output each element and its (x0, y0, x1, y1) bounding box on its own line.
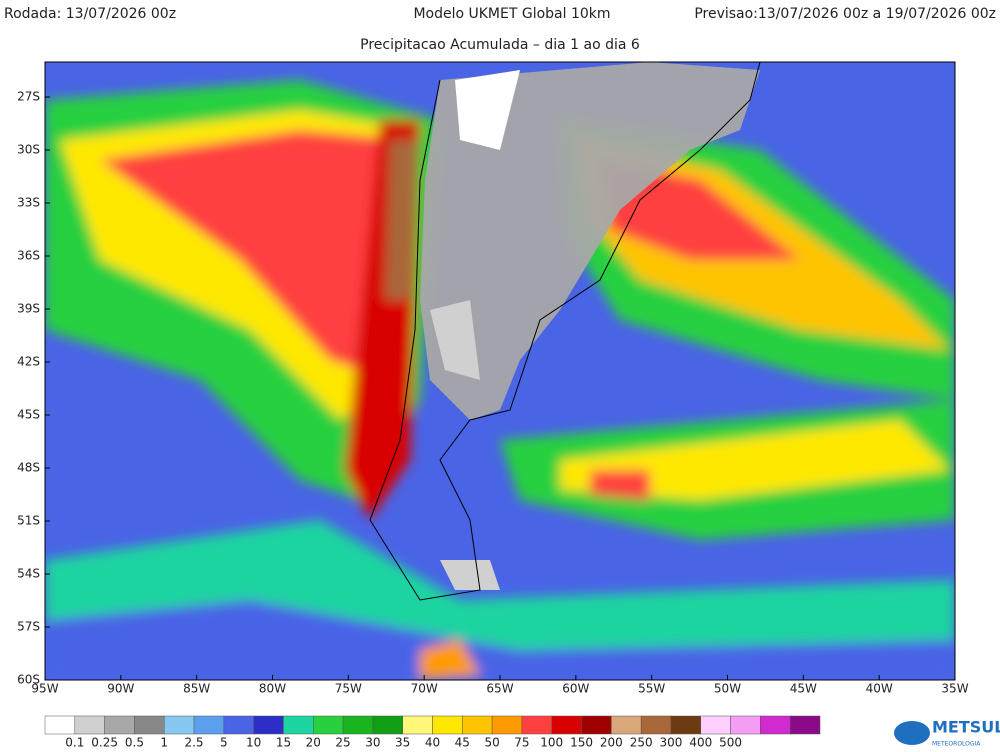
lon-label: 60W (562, 682, 589, 696)
run-label: Rodada: 13/07/2026 00z (4, 6, 176, 22)
colorbar-label: 75 (514, 736, 529, 750)
lat-label: 33S (17, 196, 40, 210)
colorbar-swatch (640, 715, 672, 735)
colorbar-label: 500 (719, 736, 742, 750)
colorbar-label: 150 (570, 736, 593, 750)
lon-label: 55W (638, 682, 665, 696)
forecast-label: Previsao:13/07/2026 00z a 19/07/2026 00z (694, 6, 996, 22)
precip-field (45, 62, 955, 680)
logo-globe (894, 721, 930, 745)
lon-label: 50W (714, 682, 741, 696)
lat-label: 48S (17, 461, 40, 475)
colorbar-swatch (313, 715, 344, 735)
colorbar-swatch (670, 715, 702, 735)
colorbar-label: 25 (335, 736, 350, 750)
colorbar-swatch (730, 715, 761, 735)
lon-label: 85W (183, 682, 210, 696)
colorbar-swatch (462, 715, 493, 735)
colorbar-label: 10 (246, 736, 261, 750)
colorbar-swatch (283, 715, 314, 735)
colorbar-label: 5 (220, 736, 228, 750)
colorbar-label: 250 (630, 736, 653, 750)
colorbar-swatch (342, 715, 374, 735)
colorbar-label: 0.5 (125, 736, 144, 750)
logo-tagline: METEOROLOGIA (932, 741, 981, 748)
colorbar-swatch (700, 715, 731, 735)
lon-label: 65W (486, 682, 513, 696)
colorbar-swatch (760, 715, 791, 735)
lat-label: 30S (17, 143, 40, 157)
colorbar-swatch (134, 715, 165, 735)
lat-label: 45S (17, 408, 40, 422)
model-label: Modelo UKMET Global 10km (413, 6, 610, 22)
colorbar-label: 300 (660, 736, 683, 750)
colorbar-swatch (611, 715, 642, 735)
lon-label: 80W (259, 682, 286, 696)
colorbar-label: 200 (600, 736, 623, 750)
colorbar-label: 40 (425, 736, 440, 750)
lat-label: 42S (17, 355, 40, 369)
colorbar-swatch (521, 715, 552, 735)
colorbar-label: 30 (365, 736, 380, 750)
colorbar-label: 2.5 (184, 736, 203, 750)
logo-name: METSUL (932, 718, 1000, 737)
colorbar-swatch (581, 715, 612, 735)
colorbar-label: 0.25 (91, 736, 118, 750)
colorbar-label: 400 (689, 736, 712, 750)
lon-label: 75W (335, 682, 362, 696)
colorbar-label: 20 (306, 736, 321, 750)
colorbar-label: 0.1 (65, 736, 84, 750)
colorbar-label: 1 (160, 736, 168, 750)
colorbar-swatch (104, 715, 135, 735)
lat-label: 36S (17, 249, 40, 263)
lon-label: 70W (411, 682, 438, 696)
lon-label: 35W (941, 682, 968, 696)
colorbar-label: 100 (540, 736, 563, 750)
colorbar-swatch (551, 715, 582, 735)
colorbar-swatch (432, 715, 463, 735)
lon-label: 95W (31, 682, 58, 696)
colorbar-swatch (74, 715, 105, 735)
lat-label: 54S (17, 567, 40, 581)
colorbar-label: 45 (455, 736, 470, 750)
colorbar-swatch (789, 715, 821, 735)
lat-label: 39S (17, 302, 40, 316)
lon-label: 45W (790, 682, 817, 696)
subtitle: Precipitacao Acumulada – dia 1 ao dia 6 (360, 37, 640, 53)
lat-label: 27S (17, 90, 40, 104)
colorbar-swatch (253, 715, 284, 735)
lat-label: 51S (17, 514, 40, 528)
logo: METSUL METEOROLOGIA (894, 718, 1000, 748)
lat-label: 57S (17, 620, 40, 634)
lon-label: 90W (107, 682, 134, 696)
colorbar-swatch (372, 715, 403, 735)
colorbar-label: 50 (484, 736, 499, 750)
lon-label: 40W (866, 682, 893, 696)
colorbar-swatch (491, 715, 523, 735)
colorbar-swatch (163, 715, 195, 735)
colorbar-swatch (223, 715, 254, 735)
colorbar-swatch (44, 715, 76, 735)
colorbar-swatch (402, 715, 433, 735)
colorbar-label: 35 (395, 736, 410, 750)
colorbar-swatch (193, 715, 225, 735)
colorbar-label: 15 (276, 736, 291, 750)
lat-label: 60S (17, 673, 40, 687)
